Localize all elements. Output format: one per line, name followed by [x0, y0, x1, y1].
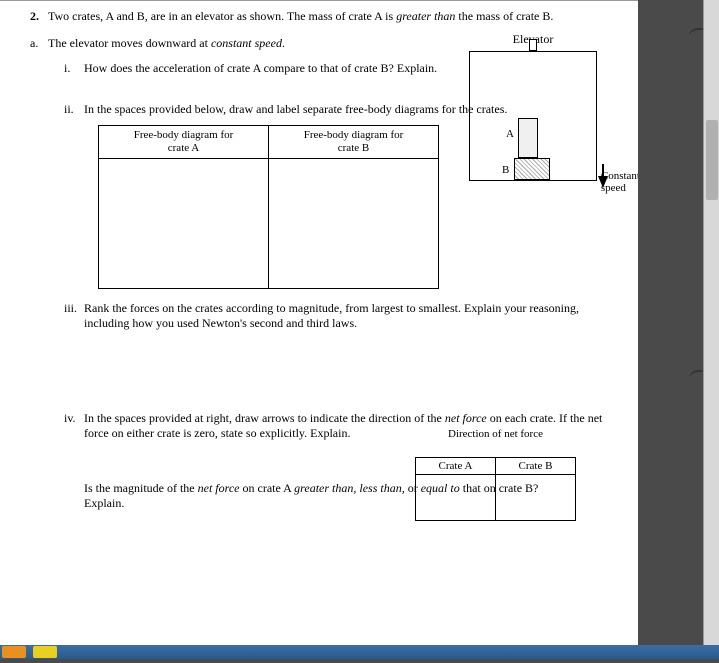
sub-iii-text: Rank the forces on the crates according …	[84, 301, 616, 331]
part-a-pre: The elevator moves downward at	[48, 36, 211, 50]
net-force-col-a: Crate A	[416, 457, 496, 474]
taskbar[interactable]	[0, 645, 719, 659]
part-a-em: constant speed	[211, 36, 282, 50]
final-pre: Is the magnitude of the	[84, 481, 198, 495]
final-em2: greater than, less than,	[294, 481, 405, 495]
sub-iv-label: iv.	[64, 411, 84, 441]
intro-emphasis: greater than	[396, 9, 455, 23]
fbd-b-l1: Free-body diagram for	[304, 129, 404, 141]
main-content: Elevator A B Constant speed a. The eleva…	[30, 36, 616, 511]
net-force-cell-b	[496, 474, 576, 520]
problem-intro: Two crates, A and B, are in an elevator …	[48, 9, 616, 24]
fbd-header-a: Free-body diagram for crate A	[99, 126, 269, 159]
part-a-label: a.	[30, 36, 48, 511]
net-force-header: Direction of net force	[416, 411, 576, 457]
fbd-header-b: Free-body diagram for crate B	[269, 126, 439, 159]
part-a-post: .	[282, 36, 285, 50]
crate-a-shape	[518, 118, 538, 158]
taskbar-button[interactable]	[33, 646, 57, 658]
sub-iii: iii. Rank the forces on the crates accor…	[64, 301, 616, 331]
fbd-cell-b	[269, 159, 439, 289]
elevator-box: A B Constant speed	[469, 51, 597, 181]
fbd-b-l2: crate B	[338, 142, 369, 154]
sub-i-label: i.	[64, 61, 84, 76]
crate-b-label: B	[502, 164, 509, 176]
net-force-cell-a	[416, 474, 496, 520]
problem-number: 2.	[30, 9, 48, 24]
fbd-cell-a	[99, 159, 269, 289]
vertical-scrollbar[interactable]	[703, 0, 719, 659]
taskbar-button[interactable]	[2, 646, 26, 658]
document-page: 2. Two crates, A and B, are in an elevat…	[0, 0, 638, 645]
sub-iv: iv. In the spaces provided at right, dra…	[64, 411, 616, 441]
sub-iv-pre: In the spaces provided at right, draw ar…	[84, 411, 445, 425]
constant-speed-label: Constant speed	[601, 170, 640, 194]
elevator-figure: Elevator A B Constant speed	[454, 32, 612, 192]
fbd-a-l2: crate A	[168, 142, 199, 154]
scroll-thumb[interactable]	[706, 120, 718, 200]
net-force-col-b: Crate B	[496, 457, 576, 474]
arrow-label-2: speed	[601, 182, 626, 194]
problem-header: 2. Two crates, A and B, are in an elevat…	[30, 9, 616, 24]
free-body-diagram-table: Free-body diagram for crate A Free-body …	[98, 125, 439, 289]
sub-iii-label: iii.	[64, 301, 84, 331]
crate-b-shape	[514, 158, 550, 180]
final-mid: on crate A	[240, 481, 295, 495]
arrow-label-1: Constant	[601, 170, 640, 182]
final-em1: net force	[198, 481, 240, 495]
sub-ii-label: ii.	[64, 102, 84, 117]
intro-pre: Two crates, A and B, are in an elevator …	[48, 9, 396, 23]
intro-post: the mass of crate B.	[455, 9, 553, 23]
elevator-cable	[529, 39, 537, 51]
crate-a-label: A	[506, 128, 514, 140]
net-force-table: Direction of net force Crate A Crate B	[415, 411, 576, 521]
fbd-a-l1: Free-body diagram for	[134, 129, 234, 141]
